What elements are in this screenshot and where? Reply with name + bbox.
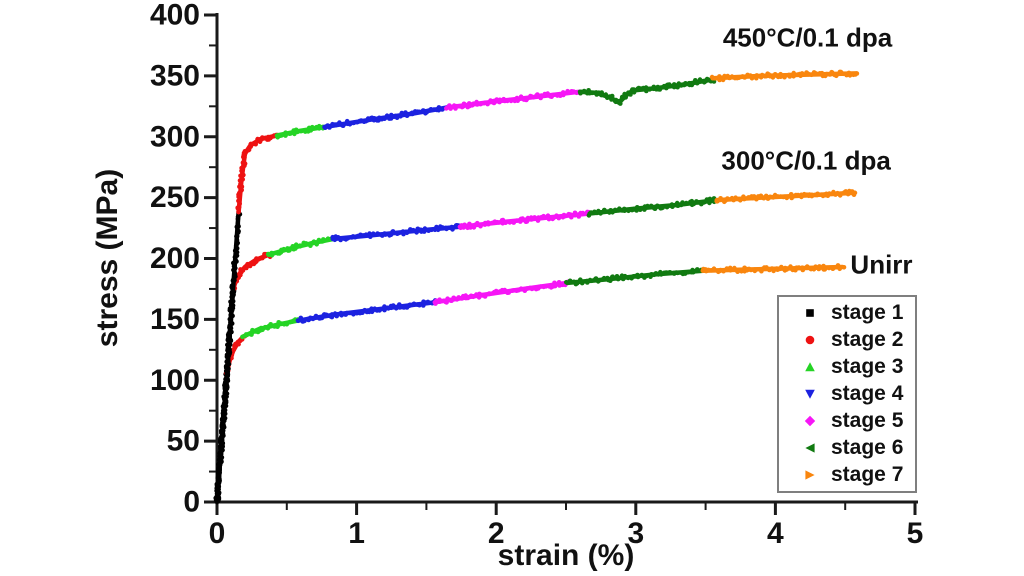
legend-marker-triangle-down-icon <box>805 389 815 399</box>
legend-item-stage-4: stage 4 <box>779 382 915 406</box>
y-tick-label: 250 <box>150 181 200 214</box>
series-Unirr-stage-3 <box>240 317 301 340</box>
legend-marker-triangle-left-icon <box>805 443 815 453</box>
legend-label: stage 6 <box>831 436 904 460</box>
series-Unirr-stage-4 <box>295 298 438 324</box>
legend-label: stage 1 <box>831 300 904 324</box>
x-tick-label: 4 <box>767 517 784 550</box>
legend-label: stage 4 <box>831 381 904 405</box>
legend-item-stage-6: stage 6 <box>779 436 915 460</box>
x-tick-label: 2 <box>488 517 505 550</box>
legend-marker-diamond-icon <box>804 415 816 427</box>
x-tick-label: 3 <box>627 517 644 550</box>
y-tick-label: 150 <box>150 303 200 336</box>
series-450C01dpa-stage-6 <box>577 76 717 106</box>
series-300C01dpa-stage-6 <box>586 196 720 218</box>
series-450C01dpa-stage-2 <box>235 132 280 215</box>
legend-marker-triangle-right-icon <box>805 470 815 481</box>
y-tick-label: 50 <box>167 425 200 458</box>
legend-label: stage 5 <box>831 409 904 433</box>
legend-label: stage 7 <box>831 463 904 487</box>
y-tick-label: 400 <box>150 0 200 32</box>
x-tick-label: 1 <box>348 517 365 550</box>
legend-label: stage 2 <box>831 327 904 351</box>
series-450C01dpa-stage-1 <box>213 209 243 505</box>
x-axis-title: strain (%) <box>497 539 635 572</box>
series-Unirr-stage-7 <box>700 263 847 275</box>
series-450C01dpa-stage-7 <box>709 69 860 83</box>
legend-item-stage-3: stage 3 <box>779 355 915 379</box>
legend-marker-circle-icon <box>805 335 815 345</box>
curve-label-unirr: Unirr <box>850 249 913 280</box>
legend-item-stage-2: stage 2 <box>779 328 915 352</box>
curve-label-450c: 450°C/0.1 dpa <box>722 22 893 53</box>
series-300C01dpa-stage-7 <box>714 188 858 205</box>
y-tick-label: 100 <box>150 364 200 397</box>
series-300C01dpa-stage-3 <box>265 236 336 258</box>
series-Unirr-stage-6 <box>564 267 706 287</box>
legend-item-stage-7: stage 7 <box>779 463 915 487</box>
y-tick-label: 350 <box>150 59 200 92</box>
y-tick-label: 300 <box>150 120 200 153</box>
series-300C01dpa-stage-4 <box>330 223 463 243</box>
y-axis-title: stress (MPa) <box>91 168 124 348</box>
x-tick-label: 5 <box>907 517 924 550</box>
series-300C01dpa-stage-5 <box>457 209 592 231</box>
series-450C01dpa-stage-4 <box>322 104 451 130</box>
series-450C01dpa-stage-5 <box>444 88 583 111</box>
series-450C01dpa-stage-3 <box>274 123 327 140</box>
legend-label: stage 3 <box>831 354 904 378</box>
series-Unirr-stage-5 <box>432 279 571 306</box>
x-tick-label: 0 <box>209 517 226 550</box>
legend-box: stage 1 stage 2 stage 3 stage 4 stage 5 stage… <box>777 295 917 493</box>
legend-marker-triangle-up-icon <box>805 362 815 372</box>
curve-label-300c: 300°C/0.1 dpa <box>721 145 891 176</box>
legend-item-stage-1: stage 1 <box>779 301 915 325</box>
y-tick-label: 200 <box>150 242 200 275</box>
legend-marker-square-icon <box>806 308 814 317</box>
data-series <box>213 69 860 505</box>
y-tick-label: 0 <box>183 486 200 519</box>
legend-item-stage-5: stage 5 <box>779 409 915 433</box>
